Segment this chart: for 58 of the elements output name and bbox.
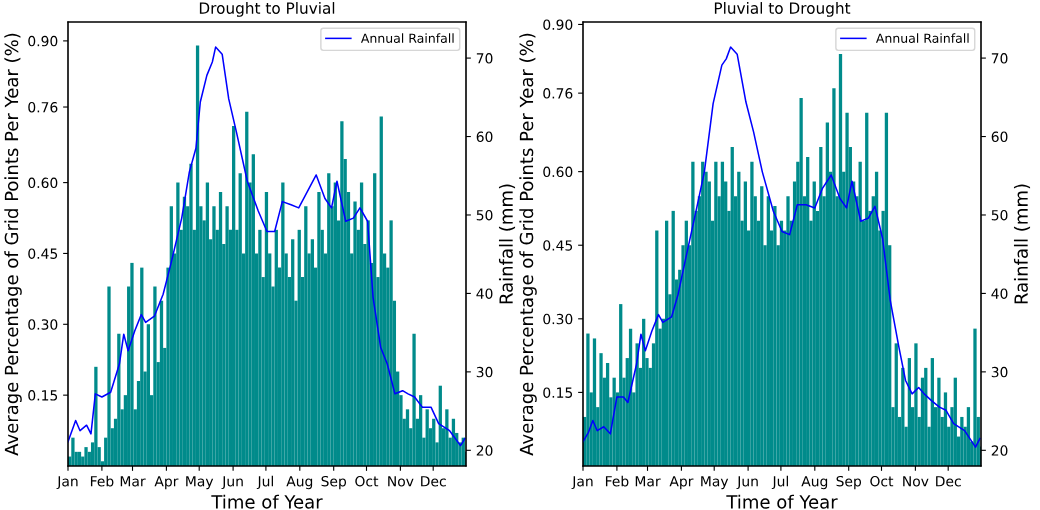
y2-tick-label: 60 [991,131,1008,142]
x-tick-label: Oct [355,475,379,487]
x-tick-label: Jun [736,476,758,490]
x-tick-label: Nov [903,476,929,487]
y-tick-label: 0.45 [28,248,58,259]
y-tick-label: 0.76 [543,88,573,99]
x-tick-label: Sep [321,475,347,490]
y2-tick-label: 60 [476,131,493,142]
x-tick-label: May [186,476,214,490]
y2-tick-label: 70 [476,53,493,64]
x-tick-label: Nov [388,476,414,487]
y2-tick-label: 70 [991,53,1008,64]
legend-label: Annual Rainfall [360,33,454,43]
x-tick-label: Apr [154,476,179,490]
y-tick-label: 0.45 [543,240,573,251]
y-tick-label: 0.60 [28,177,58,189]
y-tick-label: 0.90 [28,35,58,47]
y2-tick-label: 30 [991,366,1008,378]
chart-title: Pluvial to Drought [714,2,851,17]
x-tick-label: Jul [256,475,273,490]
y-tick-label: 0.60 [543,166,573,178]
legend-label: Annual Rainfall [875,33,969,43]
y-tick-label: 0.30 [28,319,58,330]
y-axis-title: Average Percentage of Grid Points Per Year (%) [4,33,22,456]
y2-tick-label: 40 [476,288,493,299]
x-tick-label: Aug [286,476,313,490]
y2-tick-label: 30 [476,366,493,378]
x-tick-label: May [701,476,729,490]
x-tick-label: Dec [421,476,446,487]
y-axis-title: Average Percentage of Grid Points Per Year (%) [519,33,537,456]
x-axis-title: Time of Year [726,494,838,509]
x-tick-label: Mar [120,476,146,487]
x-tick-label: Aug [801,476,828,490]
y2-axis-title: Rainfall (mm) [1013,184,1031,304]
x-tick-label: Feb [90,475,114,487]
x-tick-label: Feb [605,475,629,487]
x-axis-title: Time of Year [211,494,323,509]
y2-tick-label: 20 [476,445,493,456]
x-tick-label: Apr [669,476,694,490]
y2-tick-label: 20 [991,445,1008,456]
x-tick-label: Jan [571,476,593,490]
y-tick-label: 0.90 [543,19,573,30]
y2-tick-label: 40 [991,288,1008,299]
y-tick-label: 0.76 [28,101,58,113]
x-tick-label: Oct [870,475,894,487]
chart-title: Drought to Pluvial [199,2,335,17]
y2-axis-title: Rainfall (mm) [498,184,516,304]
x-tick-label: Dec [936,476,961,487]
y-tick-label: 0.15 [28,390,58,401]
y2-tick-label: 50 [476,209,493,221]
x-tick-label: Jul [771,475,788,490]
y-tick-label: 0.30 [543,313,573,325]
x-tick-label: Jan [56,476,78,490]
y2-tick-label: 50 [991,209,1008,221]
x-tick-label: Sep [836,475,862,490]
x-tick-label: Jun [221,476,243,490]
y-tick-label: 0.15 [543,387,573,398]
x-tick-label: Mar [635,476,661,487]
